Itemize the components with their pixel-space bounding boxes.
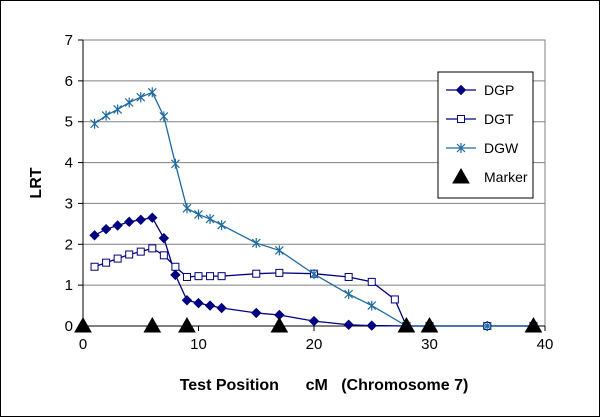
legend-marker-dgt [457, 115, 465, 123]
series-line-dgt [94, 247, 534, 327]
legend-item-dgw: DGW [446, 140, 519, 156]
legend-box [437, 71, 534, 199]
data-point-dgp [135, 214, 146, 225]
data-point-dgt [148, 244, 157, 253]
legend-item-dgt: DGT [446, 111, 514, 127]
data-point-dgw [274, 245, 284, 256]
x-tick-label: 0 [79, 336, 87, 353]
data-point-dgw [182, 203, 192, 214]
series-marker [74, 316, 543, 333]
data-point-dgt [182, 272, 191, 281]
data-point-dgp [170, 269, 181, 281]
y-tick-label: 4 [65, 155, 73, 172]
x-tick-label: 10 [190, 336, 207, 353]
data-point-dgp [366, 320, 377, 331]
data-point-dgt [90, 262, 99, 271]
data-point-marker [74, 316, 92, 333]
data-point-dgw [113, 104, 123, 115]
data-point-dgw [147, 87, 157, 98]
data-point-marker [420, 316, 439, 333]
y-axis-title: LRT [28, 167, 45, 198]
data-point-dgp [123, 216, 135, 228]
data-point-dgp [193, 297, 204, 309]
data-point-dgw [251, 238, 261, 249]
data-point-dgw [194, 209, 203, 220]
data-point-marker [524, 316, 543, 333]
data-point-dgp [147, 212, 158, 223]
data-point-dgt [252, 269, 261, 278]
data-point-dgw [124, 97, 134, 108]
data-point-dgp [343, 319, 354, 330]
data-point-dgw [217, 220, 227, 231]
data-point-dgw [344, 289, 354, 300]
series-group [74, 87, 543, 333]
y-tick-label: 1 [65, 277, 73, 294]
data-point-dgw [482, 321, 492, 331]
data-point-dgp [89, 230, 100, 241]
data-point-dgw [309, 269, 319, 280]
data-point-dgt [159, 251, 168, 260]
data-point-dgt [194, 272, 203, 281]
data-point-dgw [101, 110, 111, 121]
data-point-dgw [367, 300, 377, 311]
data-point-dgw [205, 213, 215, 224]
series-dgw [90, 87, 538, 331]
data-point-dgp [112, 220, 123, 231]
legend-label: Marker [484, 169, 528, 185]
legend-item-marker: Marker [452, 167, 528, 185]
data-point-marker [143, 316, 162, 333]
data-point-dgt [113, 254, 122, 263]
legend-label: DGP [484, 82, 514, 98]
data-point-marker [178, 316, 196, 333]
data-point-dgt [275, 268, 284, 277]
legend-label: DGT [484, 111, 514, 127]
legend-item-dgp: DGP [446, 82, 514, 98]
data-point-dgp [158, 232, 170, 244]
x-tick-label: 30 [421, 336, 438, 353]
data-point-dgp [216, 302, 227, 314]
y-tick-label: 6 [65, 73, 73, 90]
data-point-dgp [181, 295, 193, 306]
data-point-marker [397, 316, 416, 333]
legend-marker-marker [452, 167, 470, 184]
x-tick-label: 20 [306, 336, 323, 353]
legend-marker-dgw [456, 143, 466, 153]
x-tick-label: 40 [537, 336, 554, 353]
y-tick-label: 0 [65, 318, 73, 335]
data-point-dgt [367, 277, 376, 286]
data-point-dgw [90, 118, 99, 129]
legend-marker-dgp [455, 84, 467, 96]
axis-ticks: 0 1 2 3 4 5 6 7 0 10 20 30 40 [65, 32, 554, 353]
x-axis-title: Test Position cM (Chromosome 7) [180, 377, 469, 394]
y-tick-label: 5 [65, 114, 73, 131]
data-point-dgt [206, 272, 215, 281]
data-point-dgp [308, 315, 320, 327]
data-point-dgw [170, 158, 180, 169]
data-point-dgp [204, 300, 216, 311]
y-tick-label: 2 [65, 236, 73, 253]
data-point-dgt [171, 262, 180, 271]
legend-label: DGW [484, 140, 519, 156]
y-tick-label: 7 [65, 32, 73, 49]
y-tick-label: 3 [65, 195, 73, 212]
data-point-dgt [217, 272, 226, 281]
data-point-dgw [136, 92, 146, 103]
data-point-dgw [159, 111, 169, 122]
data-point-dgp [251, 307, 262, 319]
legend: DGP DGT DGW Marker [437, 71, 534, 199]
data-point-dgp [100, 223, 112, 235]
data-point-dgt [136, 247, 145, 256]
data-point-dgt [390, 295, 399, 304]
data-point-dgt [125, 250, 134, 259]
data-point-marker [270, 316, 289, 333]
data-point-dgt [344, 272, 353, 281]
data-point-dgt [102, 258, 111, 267]
